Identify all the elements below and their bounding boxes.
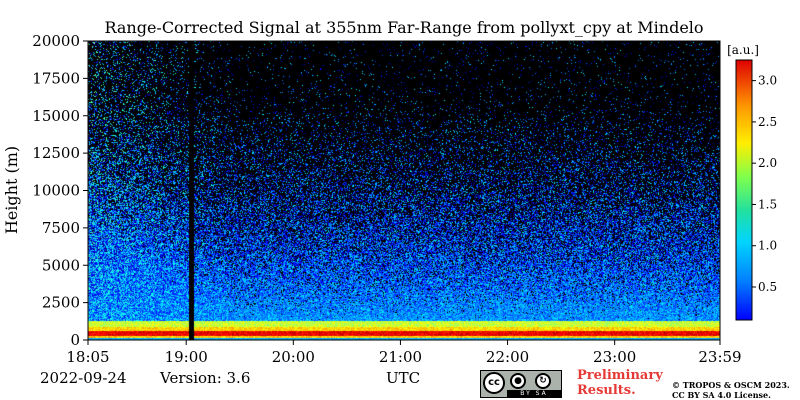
colorbar-tick-label: 3.0: [758, 74, 777, 88]
x-axis-label: UTC: [386, 369, 421, 387]
share-alike-icon: ↻: [535, 373, 551, 389]
y-tick-label: 12500: [32, 144, 80, 162]
colorbar-ticks: 0.5 1.0 1.5 2.0 2.5 3.0: [752, 74, 777, 294]
y-tick-label: 2500: [42, 294, 80, 312]
y-tick-label: 7500: [42, 219, 80, 237]
colorbar-tick-label: 0.5: [758, 280, 777, 294]
x-tick-label: 19:00: [165, 348, 208, 366]
y-tick-label: 10000: [32, 182, 80, 200]
cc-sa-label: SA: [535, 390, 548, 397]
version-label: Version: 3.6: [160, 369, 251, 387]
x-tick-label: 18:05: [66, 348, 109, 366]
cc-by-label: BY: [520, 390, 532, 397]
x-tick-label: 23:59: [698, 348, 741, 366]
colorbar: [735, 59, 753, 321]
x-tick-label: 20:00: [272, 348, 315, 366]
x-tick-label: 21:00: [379, 348, 422, 366]
colorbar-tick-label: 1.0: [758, 239, 777, 253]
person-icon: ●: [510, 373, 526, 389]
date-label: 2022-09-24: [40, 369, 127, 387]
x-tick-label: 23:00: [593, 348, 636, 366]
x-tick-label: 22:00: [486, 348, 529, 366]
preliminary-notice: Preliminary Results.: [577, 368, 663, 398]
signal-heatmap: [88, 41, 720, 340]
y-axis: 0 2500 5000 7500 10000 12500 15000 17500 20000: [32, 32, 88, 349]
copyright-notice: © TROPOS & OSCM 2023. CC BY SA 4.0 Licen…: [672, 380, 790, 400]
y-tick-label: 15000: [32, 107, 80, 125]
chart-title: Range-Corrected Signal at 355nm Far-Rang…: [104, 18, 703, 37]
colorbar-tick-label: 1.5: [758, 197, 777, 211]
cc-icon: cc: [483, 372, 505, 394]
x-axis: 18:05 19:00 20:00 21:00 22:00 23:00 23:59: [66, 340, 742, 366]
colorbar-unit: [a.u.]: [727, 43, 759, 57]
y-axis-label: Height (m): [2, 146, 21, 234]
y-tick-label: 20000: [32, 32, 80, 50]
y-tick-label: 5000: [42, 256, 80, 274]
cc-license-badge: cc ● ↻ BY SA: [480, 370, 562, 398]
colorbar-tick-label: 2.0: [758, 156, 777, 170]
y-tick-label: 0: [70, 331, 80, 349]
colorbar-tick-label: 2.5: [758, 115, 777, 129]
y-tick-label: 17500: [32, 69, 80, 87]
cc-badge-strip: BY SA: [507, 390, 561, 397]
